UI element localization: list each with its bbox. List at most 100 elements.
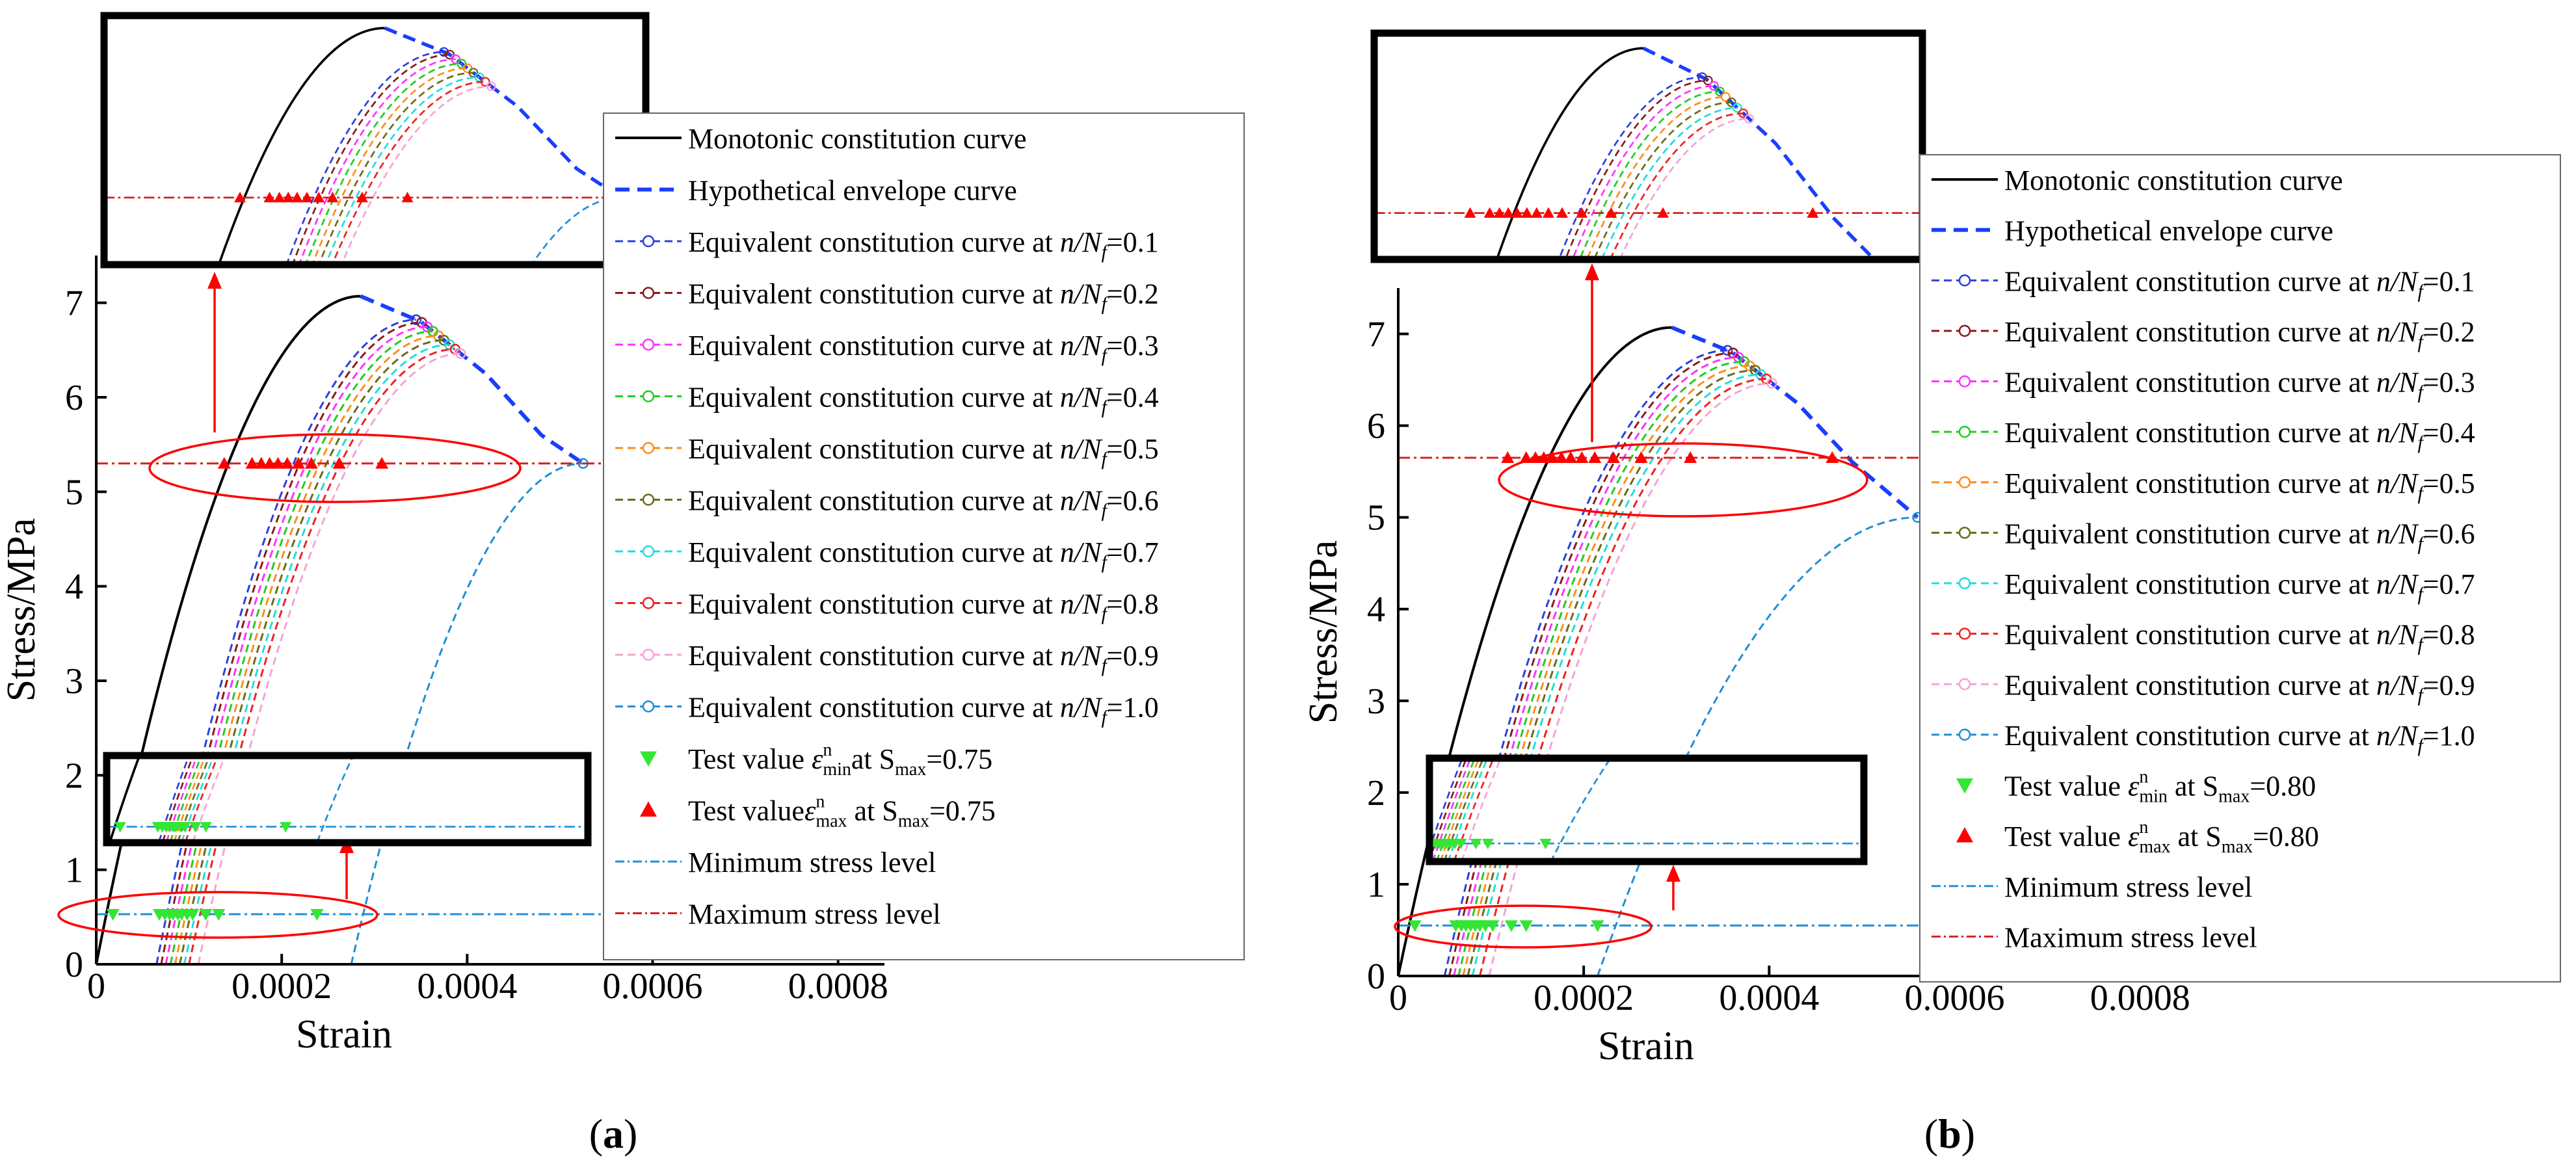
panel-a-bottom-inset-test-min-point-1 bbox=[114, 822, 126, 833]
panel-b-top-inset-equivalent-peak-marker-2 bbox=[1703, 75, 1713, 86]
panel-a-top-inset-content bbox=[107, 26, 643, 660]
panel-a-top-inset-test-max-point-8 bbox=[326, 191, 339, 203]
panel-b-legend-swatch-11-marker bbox=[1958, 678, 1971, 691]
panel-a-bottom-inset-equivalent-peak-marker-10 bbox=[498, 592, 506, 600]
panel-b-bottom-inset-equivalent-peak-marker-10 bbox=[1800, 609, 1809, 618]
panel-b-top-inset-equivalent-curve-7 bbox=[1601, 107, 1738, 257]
panel-a-top-inset-test-min-point-4 bbox=[176, 650, 188, 660]
panel-a-legend-italic-13: ε bbox=[812, 743, 823, 775]
panel-a-test-max-point-8 bbox=[304, 456, 318, 469]
panel-a-legend-post-9: =0.7 bbox=[1107, 536, 1159, 568]
panel-b-top-inset-equivalent-curve-6 bbox=[1594, 101, 1732, 257]
panel-a-legend-italic-14: ε bbox=[804, 795, 816, 827]
panel-a-legend-swatch-12-marker bbox=[642, 700, 655, 713]
panel-b-bottom-inset-test-max-point-2 bbox=[1482, 574, 1494, 585]
panel-a-test-max-point-5 bbox=[271, 456, 285, 469]
panel-b-top-inset-test-max-point-6 bbox=[1520, 207, 1533, 218]
panel-a-panel-label-close: ) bbox=[624, 1111, 637, 1157]
panel-b-bottom-inset-test-max-point-9 bbox=[1537, 574, 1549, 585]
panel-a-bottom-inset-test-min-point-10 bbox=[189, 822, 202, 833]
panel-b-legend-text-15: Minimum stress level bbox=[2004, 871, 2252, 903]
panel-b-bottom-inset-test-min-point-9 bbox=[1455, 838, 1467, 850]
panel-b-bottom-inset-test-min-point-12 bbox=[1539, 838, 1552, 850]
panel-a-legend-label-4: Equivalent constitution curve at n/Nf=0.… bbox=[688, 278, 1159, 315]
panel-b-bottom-inset-test-max-point-12 bbox=[1615, 574, 1627, 585]
panel-b-bottom-inset-equivalent-peak-marker-8 bbox=[1678, 531, 1686, 540]
panel-a-legend-label-10: Equivalent constitution curve at n/Nf=0.… bbox=[688, 588, 1159, 625]
panel-a-legend-swatch-5-marker bbox=[642, 338, 655, 351]
panel-a-legend-italic-3: n/N bbox=[1060, 226, 1103, 258]
panel-b-legend-text-4: Equivalent constitution curve at bbox=[2004, 316, 2376, 348]
panel-a-legend-post-5: =0.3 bbox=[1107, 330, 1159, 362]
panel-b-legend-post-4: =0.2 bbox=[2423, 316, 2475, 348]
panel-b-equivalent-peak-marker-9 bbox=[1766, 378, 1777, 389]
panel-b-bottom-inset-equivalent-curve-2 bbox=[1432, 761, 1467, 856]
panel-a-legend-post-10: =0.8 bbox=[1107, 588, 1159, 620]
panel-b-legend-post-5: =0.3 bbox=[2423, 367, 2475, 399]
panel-b-top-inset-test-max-point-11 bbox=[1605, 207, 1617, 218]
panel-b-bottom-inset-test-max-point-1 bbox=[1467, 574, 1479, 585]
panel-b-legend-italic-14: ε bbox=[2128, 821, 2140, 852]
panel-a-top-inset-test-min-point-1 bbox=[116, 650, 127, 660]
panel-a-top-inset-test-max-point-9 bbox=[356, 191, 368, 203]
panel-a-top-inset-test-min-point-9 bbox=[201, 650, 213, 660]
panel-a-legend-post2-14: =0.75 bbox=[929, 795, 996, 827]
panel-b-top-inset-test-max-point-8 bbox=[1542, 207, 1554, 218]
panel-a-x-axis-label: Strain bbox=[296, 1012, 392, 1057]
panel-a-legend-post-7: =0.5 bbox=[1107, 433, 1159, 465]
panel-b-top-inset-equivalent-curve-4 bbox=[1580, 90, 1720, 257]
panel-b-legend-text-14: Test value bbox=[2004, 821, 2128, 852]
panel-a-legend-text-11: Equivalent constitution curve at bbox=[688, 640, 1060, 672]
panel-a-legend-sub-13: min bbox=[823, 759, 851, 780]
panel-a-equivalent-peak-marker-1 bbox=[410, 314, 422, 325]
panel-a-top-inset-test-min-point-3 bbox=[171, 650, 183, 660]
panel-a-legend-label-13: Test value εn minat Smax=0.75 bbox=[688, 740, 992, 780]
panel-b-legend-swatch-12-marker bbox=[1958, 728, 1971, 741]
panel-a-legend-text-2: Hypothetical envelope curve bbox=[688, 175, 1017, 207]
panel-a-y-tick-label-4: 4 bbox=[65, 567, 83, 607]
panel-b-legend-label-12: Equivalent constitution curve at n/Nf=1.… bbox=[2004, 720, 2475, 756]
panel-a-legend-label-11: Equivalent constitution curve at n/Nf=0.… bbox=[688, 640, 1159, 676]
panel-b-legend-italic-3: n/N bbox=[2376, 265, 2419, 297]
panel-b-x-tick-label-0: 0 bbox=[1389, 978, 1407, 1018]
panel-a-legend-post-14: at S bbox=[847, 795, 898, 827]
panel-b-top-inset-equivalent-peak-marker-7 bbox=[1733, 103, 1742, 113]
panel-b-arrow-to-bottom-inset-head bbox=[1666, 865, 1680, 882]
panel-b-bottom-inset-equivalent-peak-marker-4 bbox=[1660, 521, 1668, 530]
panel-b-equivalent-curve-4 bbox=[1457, 360, 1744, 976]
panel-b-y-tick-label-7: 7 bbox=[1367, 315, 1385, 355]
panel-b-test-max-point-8 bbox=[1575, 451, 1589, 463]
panel-a-top-inset-test-min-point-7 bbox=[189, 650, 200, 660]
panel-b-legend-swatch-14 bbox=[1956, 827, 1973, 843]
panel-a-test-min-point-1 bbox=[106, 908, 120, 921]
panel-a-legend-label-2: Hypothetical envelope curve bbox=[688, 175, 1017, 207]
panel-b-legend-label-2: Hypothetical envelope curve bbox=[2004, 215, 2333, 247]
panel-b-test-max-point-10 bbox=[1606, 451, 1620, 463]
panel-b-y-tick-label-6: 6 bbox=[1367, 406, 1385, 447]
panel-b-legend-label-6: Equivalent constitution curve at n/Nf=0.… bbox=[2004, 417, 2475, 453]
panel-a-legend-swatch-8-marker bbox=[642, 494, 655, 506]
panel-a-y-tick-label-5: 5 bbox=[65, 472, 83, 512]
panel-b-bottom-inset-equivalent-peak-marker-9 bbox=[1682, 534, 1691, 542]
panel-a-top-inset-test-min-point-6 bbox=[185, 650, 196, 660]
panel-b-legend-label-16: Maximum stress level bbox=[2004, 921, 2257, 953]
panel-a-legend-sup-14: n bbox=[816, 792, 825, 812]
panel-a-top-inset-equivalent-peak-marker-2 bbox=[445, 49, 455, 60]
panel-b-top-inset-frame bbox=[1370, 29, 1926, 263]
panel-b-legend-italic-5: n/N bbox=[2376, 367, 2419, 399]
panel-b-bottom-inset-test-min-point-10 bbox=[1470, 838, 1482, 850]
panel-b-top-inset-monotonic-curve bbox=[1496, 47, 1644, 257]
panel-b-bottom-inset-equivalent-curve-1 bbox=[1432, 761, 1463, 845]
panel-a-y-tick-label-2: 2 bbox=[65, 756, 83, 796]
panel-b-legend-swatch-10-marker bbox=[1958, 627, 1971, 640]
panel-b-legend-post-10: =0.8 bbox=[2423, 619, 2475, 651]
panel-a-test-min-point-12 bbox=[310, 908, 324, 921]
panel-b-legend-italic-10: n/N bbox=[2376, 619, 2419, 651]
panel-b-top-inset-test-max-point-5 bbox=[1511, 207, 1523, 218]
panel-b-legend-italic-9: n/N bbox=[2376, 568, 2419, 600]
panel-b-test-min-point-9 bbox=[1486, 920, 1500, 932]
panel-b-legend-post-6: =0.4 bbox=[2423, 417, 2475, 449]
panel-a-legend-swatch-3-marker bbox=[642, 235, 655, 248]
panel-b-legend-text-6: Equivalent constitution curve at bbox=[2004, 417, 2376, 449]
panel-b-legend-sub2-13: max bbox=[2218, 787, 2250, 807]
